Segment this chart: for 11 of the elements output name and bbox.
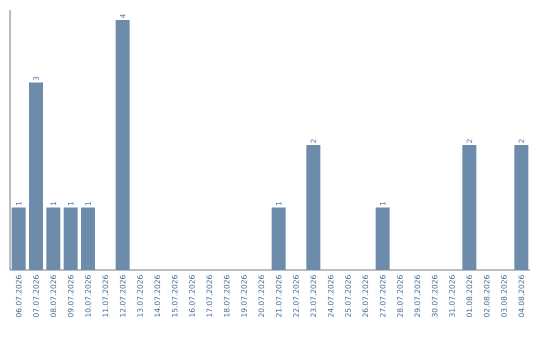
bar: [64, 208, 78, 270]
bar: [272, 208, 286, 270]
bar: [116, 20, 130, 270]
bar: [46, 208, 60, 270]
bar: [12, 208, 26, 270]
bar: [462, 145, 476, 270]
bar: [29, 82, 43, 270]
bar: [81, 208, 95, 270]
bar: [514, 145, 528, 270]
bar: [306, 145, 320, 270]
bar: [376, 208, 390, 270]
